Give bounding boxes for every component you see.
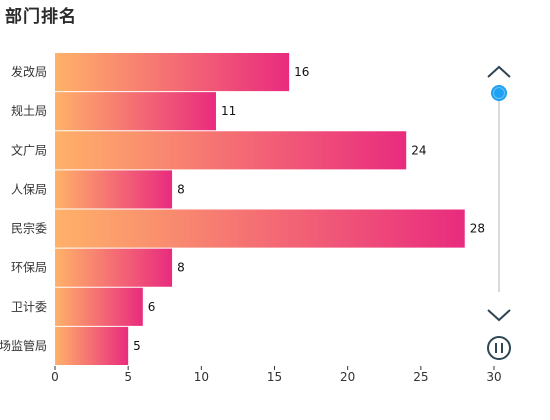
value-label: 11 (221, 104, 236, 118)
bar-0[interactable] (55, 53, 290, 92)
category-label: 场监管局 (0, 338, 47, 353)
pause-button[interactable] (487, 336, 511, 360)
value-label: 24 (411, 143, 426, 157)
value-label: 8 (177, 261, 185, 275)
bar-5[interactable] (55, 248, 173, 287)
x-tick-label: 5 (124, 370, 132, 384)
x-axis: 0 5 10 15 20 25 30 (51, 366, 502, 384)
scroll-control (487, 65, 511, 360)
category-label: 民宗委 (11, 221, 47, 236)
chevron-up-icon[interactable] (487, 65, 511, 78)
value-label: 5 (133, 339, 141, 353)
x-tick-label: 10 (194, 370, 209, 384)
x-tick-label: 25 (413, 370, 428, 384)
x-tick-label: 0 (51, 370, 59, 384)
pause-icon[interactable] (487, 336, 511, 360)
bar-2[interactable] (55, 131, 407, 170)
category-label: 卫计委 (11, 300, 47, 314)
page-title: 部门排名 (5, 7, 77, 27)
value-label: 16 (294, 65, 309, 79)
bar-7[interactable] (55, 326, 129, 365)
value-label: 6 (148, 300, 156, 314)
slider-handle-inner (493, 87, 505, 99)
x-tick-label: 15 (267, 370, 282, 384)
value-label: 28 (470, 222, 485, 236)
slider-handle[interactable] (491, 85, 507, 101)
x-tick-label: 30 (486, 370, 501, 384)
bar-4[interactable] (55, 209, 465, 248)
bar-1[interactable] (55, 92, 216, 131)
category-label: 人保局 (11, 182, 47, 196)
category-label: 规土局 (11, 103, 47, 118)
x-tick-label: 20 (340, 370, 355, 384)
bar-6[interactable] (55, 287, 143, 326)
bars-group: 发改局 16 规土局 11 文广局 24 人保局 8 民宗委 28 环保局 8 卫计委 6 场监管局 5 (0, 53, 485, 365)
category-label: 发改局 (11, 64, 47, 79)
bar-3[interactable] (55, 170, 173, 209)
chevron-down-icon[interactable] (487, 309, 511, 322)
category-label: 文广局 (11, 142, 47, 157)
category-label: 环保局 (11, 261, 47, 275)
value-label: 8 (177, 182, 185, 196)
